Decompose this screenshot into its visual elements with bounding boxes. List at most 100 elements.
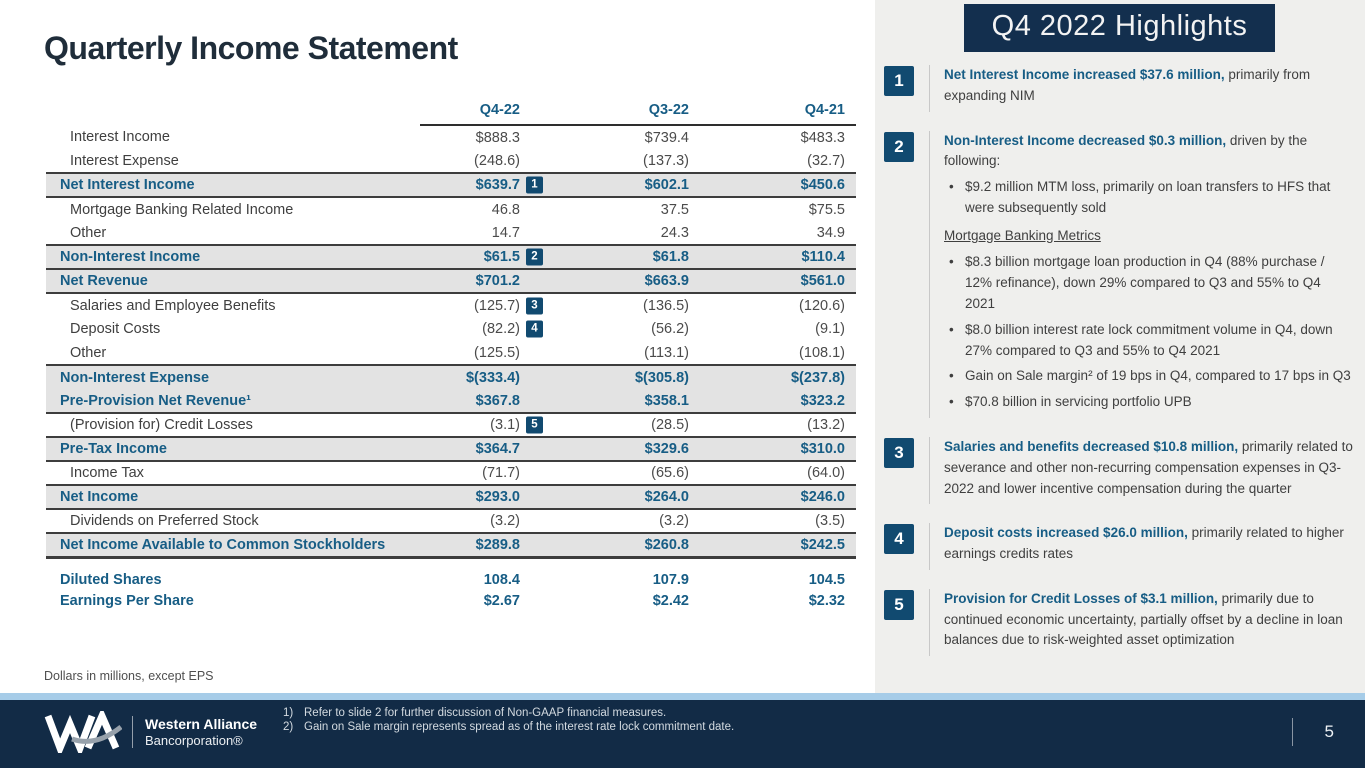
income-statement-table: Q4-22 Q3-22 Q4-21 Interest Income $888.3 $… xyxy=(46,96,856,613)
row-value: $639.7 1 xyxy=(420,172,550,198)
bullet-text: $70.8 billion in servicing portfolio UPB xyxy=(965,394,1192,410)
row-value: $61.8 xyxy=(550,244,690,270)
row-value: (136.5) xyxy=(643,297,689,314)
footnote-line: 1) Refer to slide 2 for further discussio… xyxy=(283,707,734,721)
header-spacer xyxy=(46,96,420,125)
row-value: $(237.8) xyxy=(690,364,856,389)
row-label: Deposit Costs xyxy=(70,321,161,337)
row-value: (71.7) xyxy=(482,465,520,481)
units-note: Dollars in millions, except EPS xyxy=(44,669,214,683)
bullet-text: Gain on Sale margin² of 19 bps in Q4, co… xyxy=(965,368,1351,384)
footer-bar: Western Alliance Bancorporation® 1) Refer… xyxy=(0,700,1365,768)
row-value: (125.5) xyxy=(474,344,520,361)
highlight-bullet: • $70.8 billion in servicing portfolio UP… xyxy=(944,392,1353,413)
row-value: (113.1) xyxy=(644,344,689,361)
highlight-text: Provision for Credit Losses of $3.1 mill… xyxy=(944,589,1353,651)
row-value: $264.0 xyxy=(550,484,690,510)
row-value: (65.6) xyxy=(651,465,689,481)
row-label: Interest Expense xyxy=(70,152,179,169)
row-value: (248.6) xyxy=(474,152,520,169)
table-row: Non-Interest Income $61.5 2 $61.8 $110.4 xyxy=(46,244,856,270)
row-value: $364.7 xyxy=(420,436,550,462)
row-value: 14.7 xyxy=(491,224,520,241)
table-row: Mortgage Banking Related Income 46.8 37.5 $… xyxy=(46,197,856,221)
footnote-text: Gain on Sale margin represents spread as… xyxy=(304,720,735,733)
footnote-line: 2) Gain on Sale margin represents spread … xyxy=(283,721,734,735)
highlight-lead: Salaries and benefits decreased $10.8 mi… xyxy=(944,438,1239,454)
row-label: (Provision for) Credit Losses xyxy=(70,417,253,433)
row-value: $(333.4) xyxy=(420,364,550,389)
row-value: 108.4 xyxy=(483,571,520,588)
table-row: Net Revenue $701.2 $663.9 $561.0 xyxy=(46,268,856,294)
highlight-lead: Net Interest Income increased $37.6 mill… xyxy=(944,67,1225,82)
row-label: Net Interest Income xyxy=(46,172,420,198)
footnote-number: 2) xyxy=(283,720,294,733)
row-value: 34.9 xyxy=(816,224,845,241)
brand-name-line2: Bancorporation® xyxy=(145,732,243,748)
highlight-text: Deposit costs increased $26.0 million, p… xyxy=(944,523,1353,565)
brand-name-line1: Western Alliance xyxy=(145,715,258,732)
page-number: 5 xyxy=(1324,722,1334,741)
bullet-text: $9.2 million MTM loss, primarily on loan… xyxy=(965,179,1331,215)
row-value: $367.8 xyxy=(420,389,550,414)
row-label: Diluted Shares xyxy=(60,571,162,588)
table-row: Dividends on Preferred Stock (3.2) (3.2) (3… xyxy=(46,509,856,533)
highlight-bullet: • $9.2 million MTM loss, primarily on loa… xyxy=(944,177,1353,219)
bullet-icon: • xyxy=(949,254,954,270)
highlight-item: 2 Non-Interest Income decreased $0.3 mill… xyxy=(884,130,1355,418)
row-label: Earnings Per Share xyxy=(60,592,194,609)
highlight-text: Non-Interest Income decreased $0.3 milli… xyxy=(944,131,1353,173)
highlight-number-badge: 2 xyxy=(884,131,914,162)
callout-badge: 5 xyxy=(526,416,543,434)
row-value: (125.7) 3 xyxy=(420,293,550,317)
callout-badge: 3 xyxy=(526,297,543,314)
highlight-item: 3 Salaries and benefits decreased $10.8 m… xyxy=(884,436,1355,505)
highlight-rest: driven by the following: xyxy=(944,132,1308,169)
callout-badge: 1 xyxy=(526,176,543,194)
row-value: (3.2) xyxy=(659,513,689,529)
row-value: (137.3) xyxy=(643,152,689,169)
row-value: $310.0 xyxy=(690,436,856,462)
highlight-text: Salaries and benefits decreased $10.8 mi… xyxy=(944,437,1353,499)
highlight-bullet: • $8.0 billion interest rate lock commitm… xyxy=(944,320,1353,362)
row-value: $701.2 xyxy=(420,268,550,294)
highlight-subheading: Mortgage Banking Metrics xyxy=(944,227,1101,243)
page-title: Quarterly Income Statement xyxy=(44,30,458,66)
logo-divider xyxy=(132,716,133,748)
brand-lockup: Western Alliance Bancorporation® xyxy=(44,711,257,753)
bullet-icon: • xyxy=(949,368,954,384)
table-body: Interest Income $888.3 $739.4 $483.3 Interes… xyxy=(46,125,856,613)
row-value: $888.3 xyxy=(475,129,520,146)
table-row: Net Income $293.0 $264.0 $246.0 xyxy=(46,484,856,510)
row-value: 24.3 xyxy=(660,224,689,241)
row-value: (9.1) xyxy=(815,321,845,337)
footnotes: 1) Refer to slide 2 for further discussio… xyxy=(283,707,734,734)
row-value: $246.0 xyxy=(690,484,856,510)
table-row: (Provision for) Credit Losses (3.1) 5 (28.5… xyxy=(46,413,856,437)
row-value: (3.5) xyxy=(815,513,845,529)
footnote-text: Refer to slide 2 for further discussion … xyxy=(304,707,667,719)
highlight-number-badge: 3 xyxy=(884,437,914,468)
row-value: (13.2) xyxy=(807,417,845,433)
table-row: Diluted Shares 108.4 107.9 104.5 xyxy=(46,557,856,589)
row-value: (120.6) xyxy=(799,297,845,314)
row-value: $2.32 xyxy=(808,592,845,609)
row-value: $(305.8) xyxy=(550,364,690,389)
row-label: Other xyxy=(70,224,107,241)
table-row: Deposit Costs (82.2) 4 (56.2) (9.1) xyxy=(46,317,856,341)
row-value: $260.8 xyxy=(550,532,690,559)
row-label: Salaries and Employee Benefits xyxy=(70,297,276,314)
table-row: Other 14.7 24.3 34.9 xyxy=(46,221,856,245)
row-value: $323.2 xyxy=(690,389,856,414)
row-value: $358.1 xyxy=(550,389,690,414)
row-value: (82.2) 4 xyxy=(420,317,550,341)
highlights-list: 1 Net Interest Income increased $37.6 mil… xyxy=(884,65,1355,657)
row-value: $75.5 xyxy=(808,201,845,218)
row-value: $483.3 xyxy=(800,129,845,146)
row-value: 104.5 xyxy=(808,571,845,588)
row-value: $739.4 xyxy=(644,129,689,146)
row-value: (3.2) xyxy=(490,513,520,529)
highlight-lead: Non-Interest Income decreased $0.3 milli… xyxy=(944,132,1227,148)
footnote-number: 1) xyxy=(283,707,294,719)
row-value: 46.8 xyxy=(491,201,520,218)
